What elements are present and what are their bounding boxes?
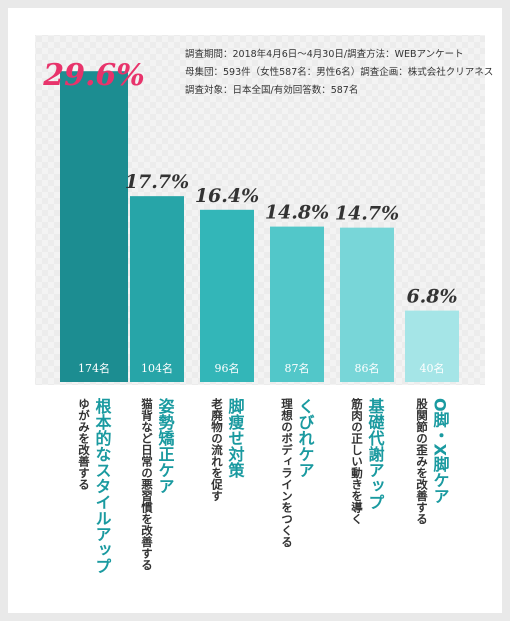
note: 母集団：593件（女性587名：男性6名）調査企画：株式会社クリアネス [185,66,493,78]
count-label: 86名 [355,361,380,375]
count-label: 87名 [285,361,310,375]
bar [405,310,459,382]
note: 調査対象：日本全国/有効回答数：587名 [185,84,358,96]
bar [200,209,254,382]
category-subtitle: 老廃物の流れを促す [210,397,224,501]
count-label: 40名 [420,361,445,375]
count-label: 96名 [215,361,240,375]
category-subtitle: ゆがみを改善する [77,398,91,491]
bar [270,226,324,382]
bar [130,196,184,382]
bar [340,227,394,382]
value-label: 29.6% [42,58,145,93]
category-title: O脚・X脚ケア [431,398,450,504]
category-title: 基礎代謝アップ [366,397,386,510]
count-label: 104名 [141,361,173,375]
category-title: くびれケア [296,398,315,478]
category-subtitle: 股関節の歪みを改善する [415,397,429,525]
value-label: 14.8% [265,202,329,224]
note: 調査期間：2018年4月6日〜4月30日/調査方法：WEBアンケート [185,48,464,60]
value-label: 17.7% [125,171,189,193]
value-label: 6.8% [406,286,457,308]
category-title: 根本的なスタイルアップ [93,397,112,574]
category-subtitle: 猫背など日常の悪習慣を改善する [140,397,154,571]
category-subtitle: 筋肉の正しい動きを導く [350,397,364,525]
category-title: 姿勢矯正ケア [156,397,176,494]
count-label: 174名 [78,361,110,375]
value-label: 16.4% [195,185,259,207]
category-title: 脚痩せ対策 [226,398,246,479]
bar [60,71,128,382]
value-label: 14.7% [335,203,399,225]
category-subtitle: 理想のボディラインをつくる [280,398,294,548]
